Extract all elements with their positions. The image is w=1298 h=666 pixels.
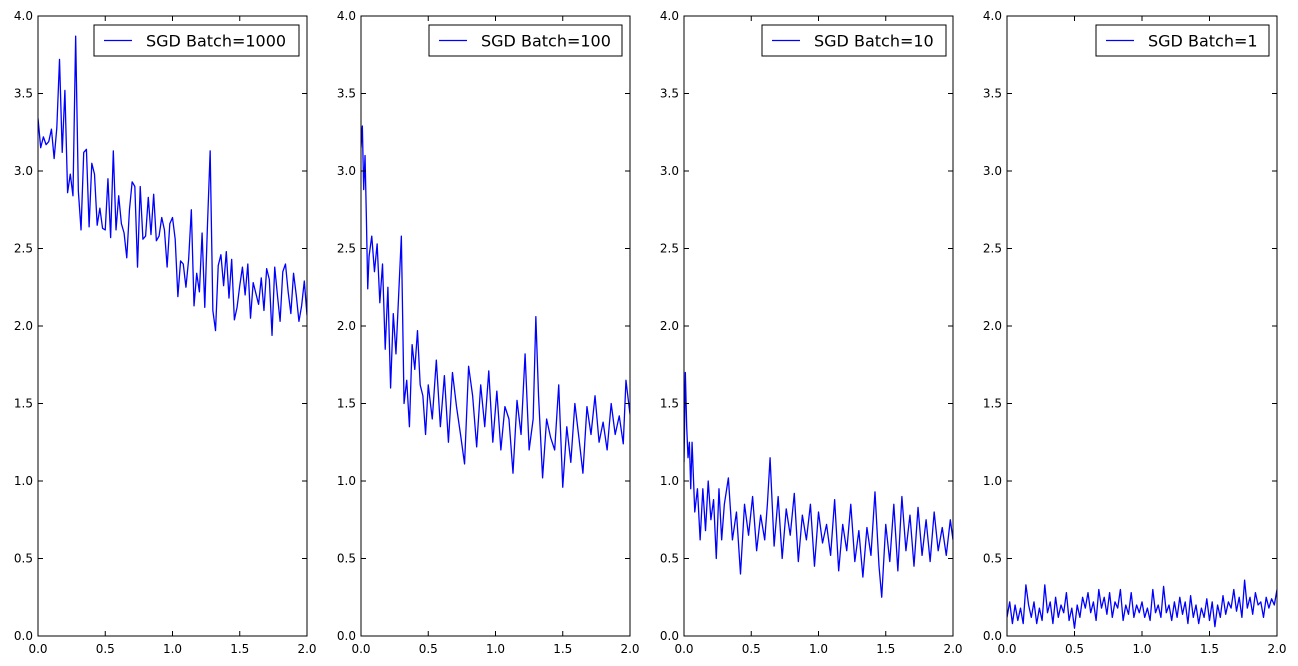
y-tick-label: 2.5 (14, 242, 33, 256)
legend: SGD Batch=100 (428, 24, 623, 57)
y-tick-label: 2.0 (660, 319, 679, 333)
y-tick-label: 4.0 (14, 9, 33, 23)
series-line-1-1 (38, 35, 307, 336)
legend: SGD Batch=1 (1095, 24, 1270, 57)
legend-label: SGD Batch=1000 (146, 32, 286, 51)
x-tick-label: 0.5 (419, 642, 438, 656)
legend-label: SGD Batch=1 (1148, 32, 1258, 51)
x-tick-label: 0.0 (674, 642, 693, 656)
y-tick-label: 0.0 (14, 629, 33, 643)
y-tick-label: 2.0 (14, 319, 33, 333)
y-tick-label: 3.5 (14, 87, 33, 101)
y-tick-label: 2.0 (983, 319, 1002, 333)
y-tick-label: 0.0 (983, 629, 1002, 643)
y-tick-label: 1.5 (983, 397, 1002, 411)
y-tick-label: 3.0 (660, 164, 679, 178)
x-tick-label: 2.0 (620, 642, 639, 656)
y-tick-label: 2.5 (983, 242, 1002, 256)
y-tick-label: 0.0 (337, 629, 356, 643)
y-tick-label: 1.0 (14, 474, 33, 488)
legend-label: SGD Batch=100 (481, 32, 611, 51)
y-tick-label: 1.0 (337, 474, 356, 488)
y-tick-label: 3.0 (337, 164, 356, 178)
legend: SGD Batch=1000 (93, 24, 300, 57)
y-tick-label: 0.5 (660, 552, 679, 566)
x-tick-label: 0.5 (1065, 642, 1084, 656)
legend-label: SGD Batch=10 (814, 32, 934, 51)
series-line-3-1 (684, 371, 953, 598)
x-tick-label: 1.0 (486, 642, 505, 656)
x-tick-label: 1.5 (1200, 642, 1219, 656)
y-tick-label: 1.5 (337, 397, 356, 411)
x-tick-label: 1.5 (230, 642, 249, 656)
subplot-3: 0.0 0.5 1.0 1.5 2.0 0.0 0.5 1.0 1.5 2.0 2.5 3.0 3.5 4… (660, 9, 963, 656)
series-line-2-1 (361, 125, 630, 488)
subplot-2: 0.0 0.5 1.0 1.5 2.0 0.0 0.5 1.0 1.5 2.0 2.5 3.0 3.5 4… (337, 9, 640, 656)
x-tick-label: 0.0 (997, 642, 1016, 656)
y-tick-label: 2.5 (660, 242, 679, 256)
series-line-4-1 (1007, 579, 1277, 629)
x-tick-label: 0.5 (96, 642, 115, 656)
y-tick-label: 0.5 (337, 552, 356, 566)
x-tick-label: 0.0 (28, 642, 47, 656)
x-tick-label: 0.5 (742, 642, 761, 656)
y-tick-label: 1.0 (660, 474, 679, 488)
y-tick-label: 1.0 (983, 474, 1002, 488)
y-tick-label: 0.0 (660, 629, 679, 643)
subplot-1: 0.0 0.5 1.0 1.5 2.0 0.0 0.5 1.0 1.5 2.0 2.5 3.0 3.5 4… (14, 9, 317, 656)
x-tick-label: 0.0 (351, 642, 370, 656)
y-tick-label: 4.0 (660, 9, 679, 23)
x-tick-label: 1.5 (553, 642, 572, 656)
axes-frame (1006, 15, 1278, 637)
y-tick-label: 3.5 (983, 87, 1002, 101)
axes-frame (360, 15, 631, 637)
y-tick-label: 0.5 (983, 552, 1002, 566)
x-tick-label: 1.0 (163, 642, 182, 656)
x-tick-label: 2.0 (297, 642, 316, 656)
x-tick-label: 1.0 (1132, 642, 1151, 656)
x-tick-label: 2.0 (943, 642, 962, 656)
y-tick-label: 3.0 (983, 164, 1002, 178)
x-tick-label: 1.0 (809, 642, 828, 656)
x-tick-label: 1.5 (876, 642, 895, 656)
y-tick-label: 2.5 (337, 242, 356, 256)
y-tick-label: 4.0 (337, 9, 356, 23)
legend: SGD Batch=10 (761, 24, 947, 57)
x-tick-label: 2.0 (1267, 642, 1286, 656)
subplot-4: 0.0 0.5 1.0 1.5 2.0 0.0 0.5 1.0 1.5 2.0 2.5 3.0 3.5 4… (983, 9, 1287, 656)
y-tick-label: 3.0 (14, 164, 33, 178)
y-tick-label: 3.5 (337, 87, 356, 101)
y-tick-label: 4.0 (983, 9, 1002, 23)
y-tick-label: 1.5 (14, 397, 33, 411)
y-tick-label: 2.0 (337, 319, 356, 333)
y-tick-label: 1.5 (660, 397, 679, 411)
y-tick-label: 3.5 (660, 87, 679, 101)
y-tick-label: 0.5 (14, 552, 33, 566)
axes-frame (37, 15, 308, 637)
